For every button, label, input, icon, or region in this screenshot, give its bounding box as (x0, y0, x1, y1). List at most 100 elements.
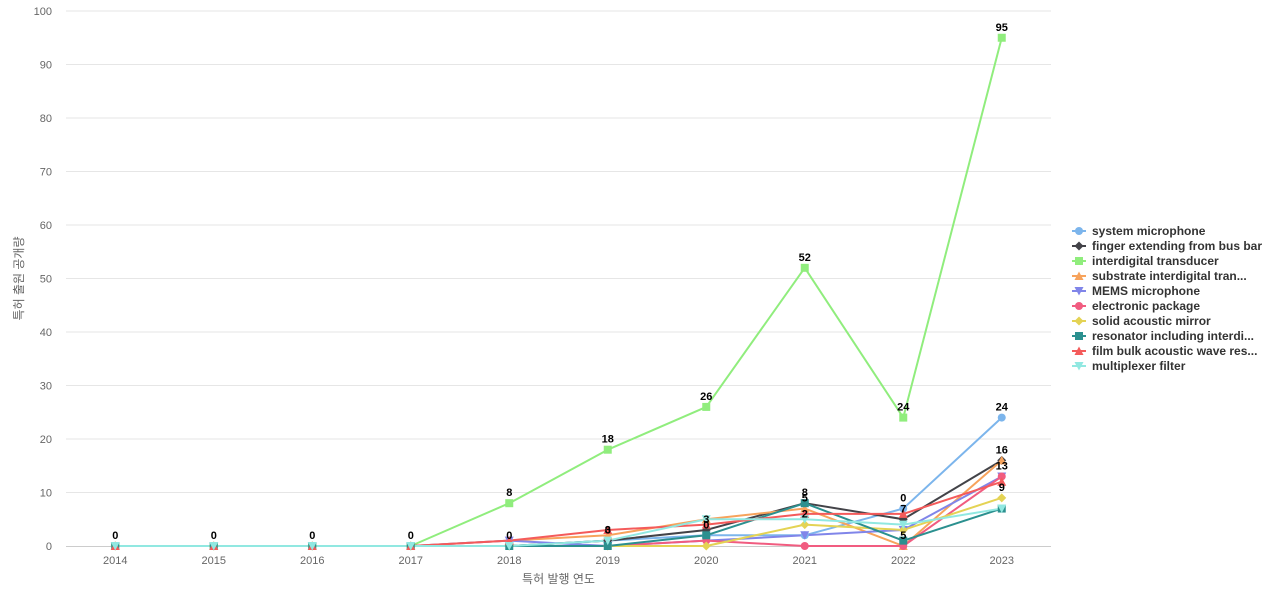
data-label: 16 (996, 444, 1008, 456)
data-point (997, 504, 1007, 514)
legend-label: system microphone (1092, 224, 1206, 238)
data-label: 5 (802, 493, 808, 505)
data-label: 2 (802, 509, 808, 521)
legend-item[interactable]: system microphone (1072, 224, 1206, 238)
legend-label: film bulk acoustic wave res... (1092, 344, 1257, 358)
series-markers (110, 33, 1007, 551)
legend-label: solid acoustic mirror (1092, 314, 1211, 328)
data-label: 26 (700, 391, 712, 403)
data-point (702, 531, 711, 540)
data-point (899, 504, 908, 513)
data-label: 95 (996, 22, 1008, 34)
legend-item[interactable]: MEMS microphone (1072, 284, 1200, 298)
data-point (800, 504, 810, 513)
y-tick-label: 60 (40, 220, 52, 232)
data-point (702, 402, 711, 411)
y-tick-label: 40 (40, 327, 52, 339)
legend-label: interdigital transducer (1092, 254, 1219, 268)
x-tick-label: 2017 (399, 555, 423, 567)
legend-marker (1074, 271, 1084, 280)
data-label: 0 (703, 519, 709, 531)
x-tick-label: 2022 (891, 555, 915, 567)
data-point (209, 542, 219, 551)
data-label: 0 (408, 530, 414, 542)
data-label: 0 (506, 530, 512, 542)
data-label: 8 (506, 487, 512, 499)
legend-item[interactable]: solid acoustic mirror (1072, 314, 1211, 328)
legend-marker (1075, 257, 1083, 265)
y-axis-title: 특허 출원 공개량 (12, 237, 26, 321)
data-point (505, 499, 514, 508)
data-point (800, 499, 809, 508)
legend-item[interactable]: finger extending from bus bar (1072, 239, 1262, 253)
series-line (114, 36, 1003, 547)
data-label: 0 (605, 525, 611, 537)
data-point (997, 33, 1006, 42)
data-point (899, 536, 908, 545)
legend-item[interactable]: multiplexer filter (1072, 359, 1186, 373)
data-label: 0 (900, 493, 906, 505)
x-tick-label: 2023 (990, 555, 1014, 567)
legend-marker (1074, 241, 1084, 251)
legend-marker (1074, 287, 1084, 296)
legend-item[interactable]: resonator including interdi... (1072, 329, 1254, 343)
data-point (997, 472, 1006, 481)
data-label: 3 (703, 514, 709, 526)
data-labels: 0 0 0 0 8 18 26 52 24 95 0 0 0 0 24 3 3 8 7 16 5 5 13 2 9 (112, 22, 1009, 542)
legend-label: substrate interdigital tran... (1092, 269, 1247, 283)
data-point (307, 542, 317, 551)
legend-marker (1074, 316, 1084, 326)
data-point (603, 525, 613, 534)
data-point (800, 531, 810, 540)
x-axis-ticks: 2014 2015 2016 2017 2018 2019 2020 2021 2022 2023 (103, 555, 1014, 567)
data-label: 0 (309, 530, 315, 542)
legend-marker (1074, 362, 1084, 371)
legend-marker (1075, 302, 1083, 310)
data-point (800, 263, 809, 272)
data-point (800, 520, 810, 530)
legend-label: finger extending from bus bar (1092, 239, 1262, 253)
x-axis-title: 특허 발행 연도 (522, 571, 595, 586)
data-point (899, 413, 908, 422)
x-tick-label: 2014 (103, 555, 127, 567)
data-point (997, 455, 1007, 465)
legend-label: electronic package (1092, 299, 1200, 313)
series-lines (114, 36, 1003, 547)
data-label: 13 (996, 460, 1008, 472)
legend-label: multiplexer filter (1092, 359, 1186, 373)
series-line (114, 502, 1003, 547)
legend-item[interactable]: electronic package (1072, 299, 1200, 313)
legend-item[interactable]: film bulk acoustic wave res... (1072, 344, 1257, 358)
legend-item[interactable]: substrate interdigital tran... (1072, 269, 1247, 283)
gridlines (66, 10, 1051, 493)
data-label: 24 (996, 402, 1009, 414)
data-point (800, 542, 809, 550)
y-tick-label: 90 (40, 60, 52, 72)
data-label: 52 (799, 252, 811, 264)
x-tick-label: 2020 (694, 555, 718, 567)
data-point (603, 542, 612, 550)
data-label: 0 (211, 530, 217, 542)
data-label: 8 (802, 487, 808, 499)
y-tick-label: 0 (46, 541, 52, 553)
legend-label: resonator including interdi... (1092, 329, 1254, 343)
data-point (898, 509, 908, 518)
data-point (701, 541, 711, 551)
legend-label: MEMS microphone (1092, 284, 1200, 298)
data-label: 18 (602, 434, 614, 446)
data-point (997, 493, 1007, 503)
series-line (114, 507, 1003, 547)
legend-marker (1074, 346, 1084, 355)
data-point (603, 536, 613, 546)
data-point (701, 515, 711, 524)
y-tick-label: 50 (40, 274, 52, 286)
data-point (997, 477, 1007, 486)
data-label: 3 (605, 525, 611, 537)
data-label: 24 (897, 402, 910, 414)
legend-item[interactable]: interdigital transducer (1072, 254, 1219, 268)
data-label: 9 (999, 482, 1005, 494)
legend-marker (1075, 227, 1083, 235)
y-axis-ticks: 0 10 20 30 40 50 60 70 80 90 100 (34, 6, 52, 553)
